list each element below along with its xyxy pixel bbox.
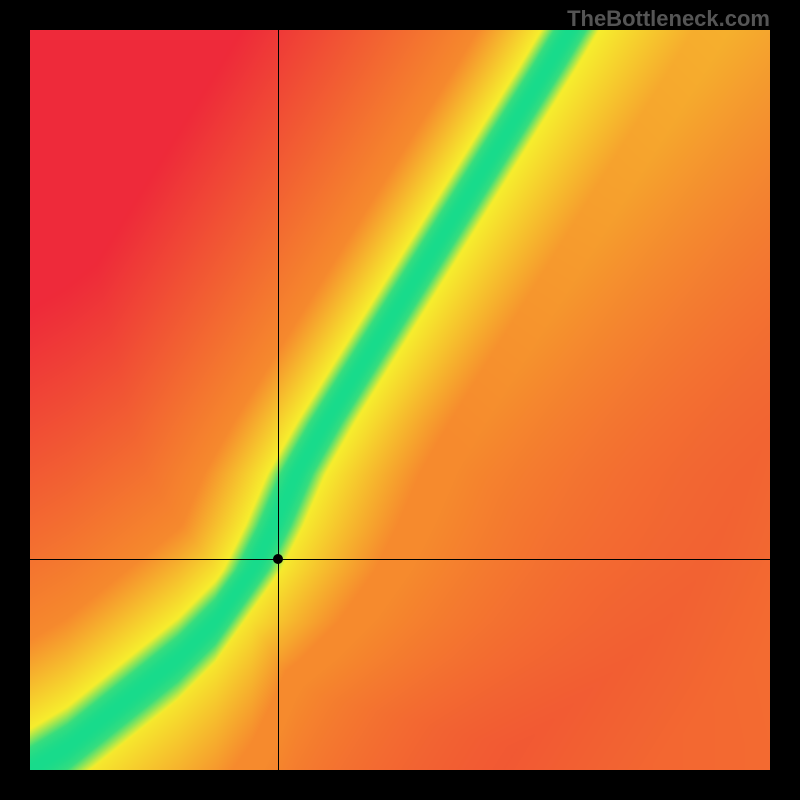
watermark-text: TheBottleneck.com <box>567 6 770 32</box>
crosshair-horizontal <box>30 559 770 560</box>
crosshair-vertical <box>278 30 279 770</box>
heatmap-canvas <box>30 30 770 770</box>
crosshair-marker <box>273 554 283 564</box>
bottleneck-heatmap <box>30 30 770 770</box>
